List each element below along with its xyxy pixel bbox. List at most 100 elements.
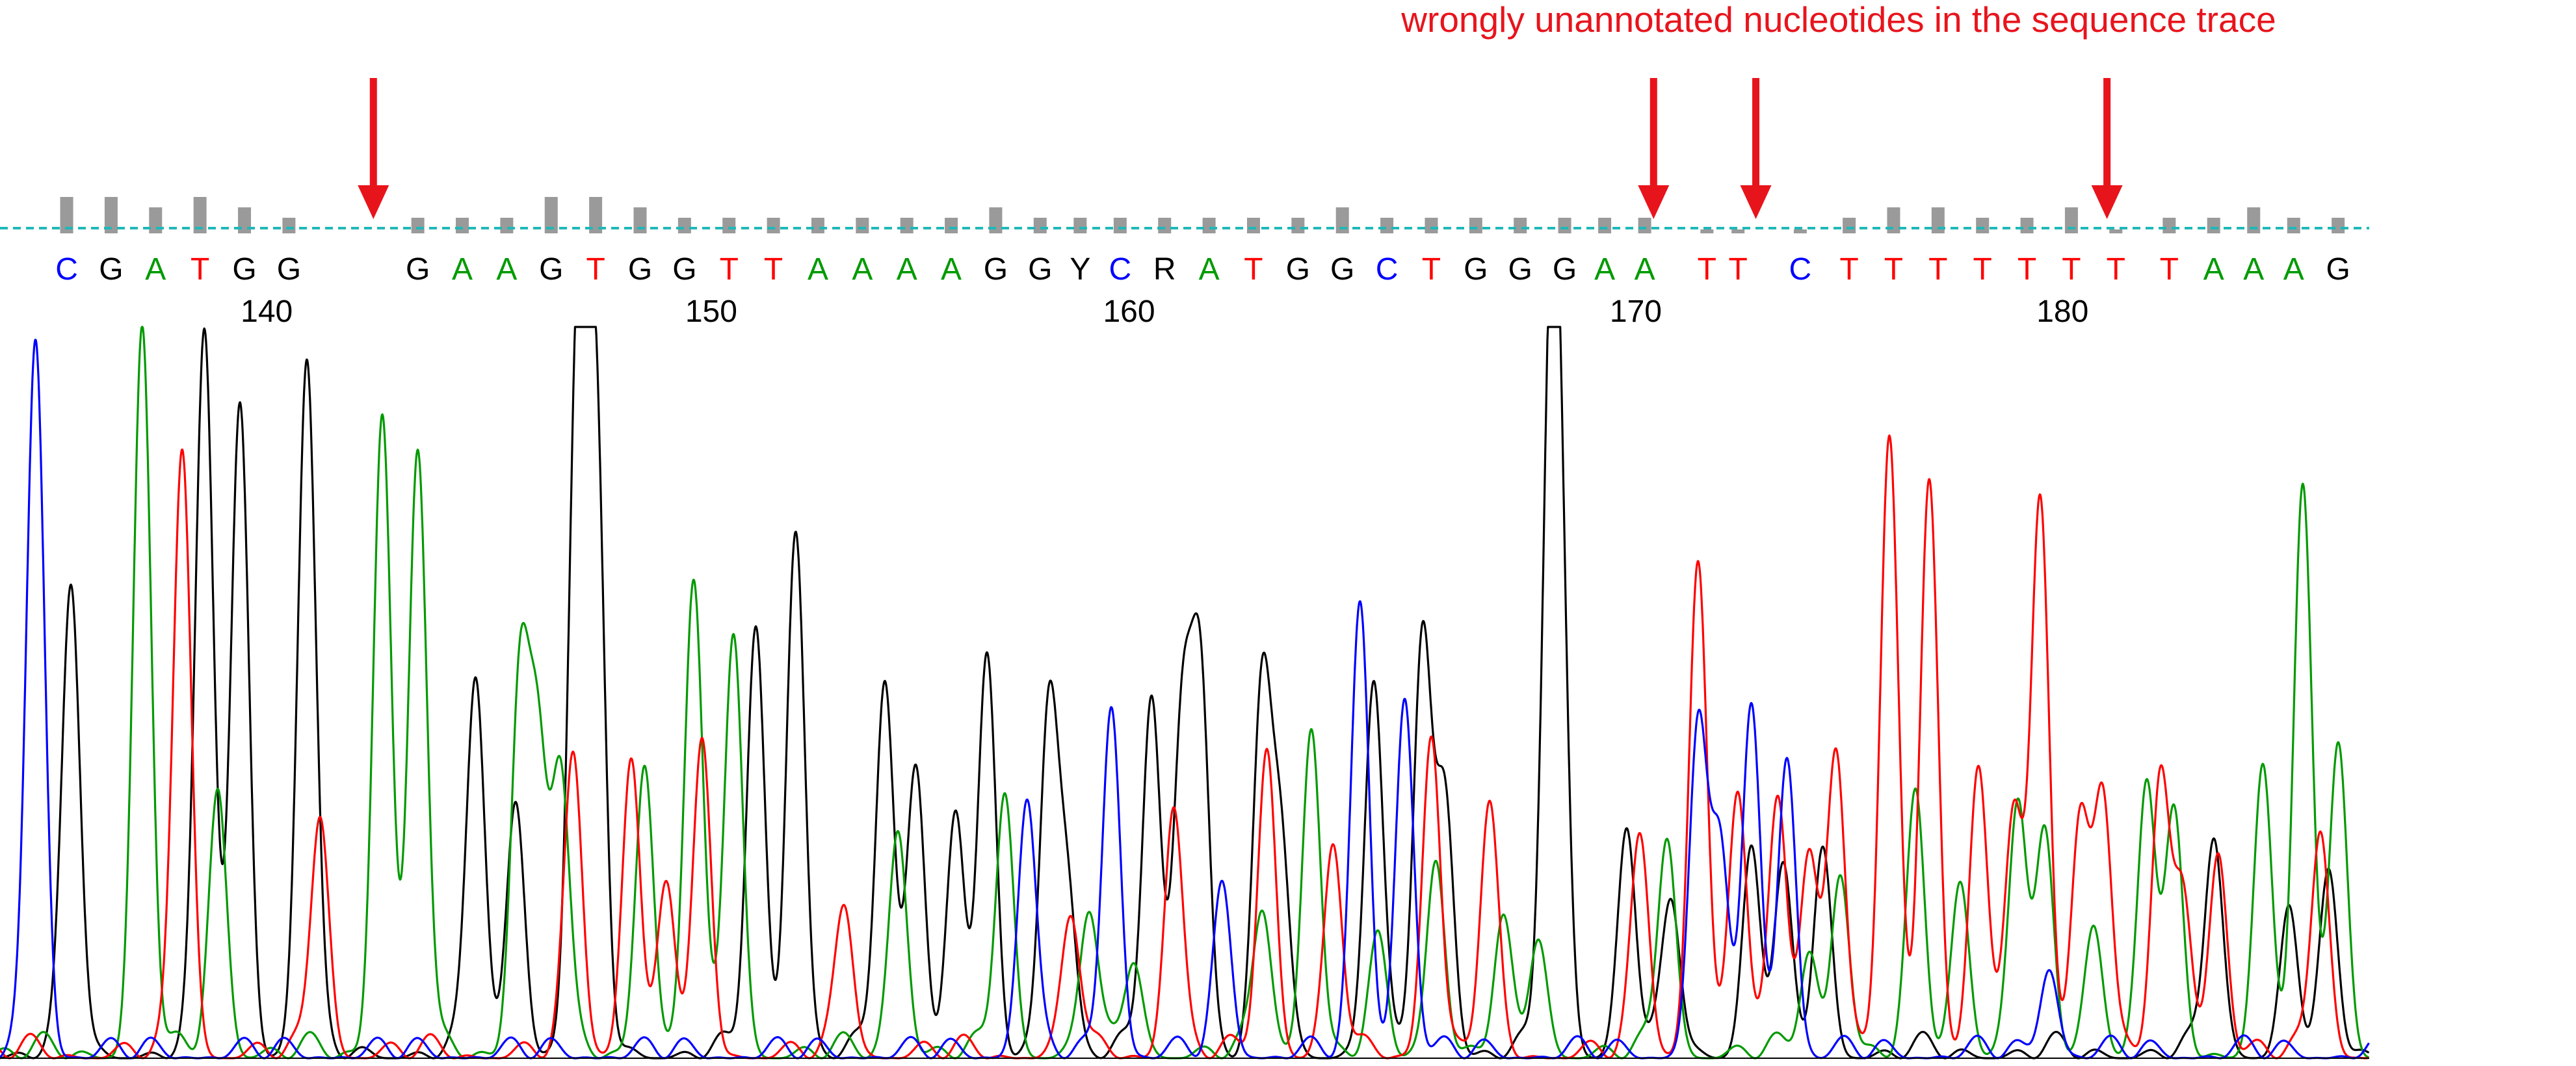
annotation-arrow-head <box>1740 185 1772 219</box>
base-call-letter: C <box>1789 252 1812 287</box>
base-call-letter: G <box>1508 252 1532 287</box>
base-call-letter: G <box>1028 252 1052 287</box>
quality-bar <box>411 218 425 233</box>
base-call-letter: T <box>1973 252 1992 287</box>
electropherogram-traces <box>0 326 2370 1060</box>
annotation-arrow-head <box>358 185 389 219</box>
quality-bar <box>456 218 469 233</box>
annotation-arrows <box>358 78 2123 219</box>
position-label: 140 <box>241 294 293 329</box>
base-call-letter: G <box>672 252 696 287</box>
quality-bar <box>282 218 296 233</box>
quality-bar <box>1113 218 1127 233</box>
base-call-letter: A <box>808 252 828 287</box>
position-label: 160 <box>1103 294 1155 329</box>
base-call-letter: G <box>1330 252 1354 287</box>
base-call-letter: T <box>1422 252 1441 287</box>
quality-bar <box>1202 218 1216 233</box>
base-call-letter: G <box>628 252 652 287</box>
quality-bar <box>900 218 913 233</box>
base-call-letter: A <box>2203 252 2224 287</box>
base-call-letter: G <box>1553 252 1577 287</box>
quality-bar <box>1558 218 1571 233</box>
position-label: 150 <box>685 294 737 329</box>
quality-bar <box>60 197 73 233</box>
base-call-letter: G <box>984 252 1008 287</box>
quality-bar <box>1291 218 1305 233</box>
base-call-letter: A <box>452 252 473 287</box>
quality-bar <box>856 218 869 233</box>
base-call-letter: Y <box>1070 252 1090 287</box>
quality-bar <box>589 197 603 233</box>
quality-bar <box>1731 229 1745 233</box>
quality-bar <box>104 197 118 233</box>
quality-bar <box>1469 218 1482 233</box>
base-call-letter: T <box>720 252 739 287</box>
quality-bar <box>1843 218 1856 233</box>
base-call-letter: T <box>1928 252 1947 287</box>
quality-bar <box>722 218 736 233</box>
quality-bar <box>500 218 514 233</box>
base-call-letter: T <box>764 252 783 287</box>
quality-bar <box>767 218 780 233</box>
base-call-letter: A <box>2243 252 2264 287</box>
base-call-letter: A <box>941 252 962 287</box>
base-call-letter: A <box>1594 252 1615 287</box>
quality-bar <box>1380 218 1394 233</box>
base-call-letter: A <box>897 252 917 287</box>
base-call-letter: T <box>1729 252 1748 287</box>
quality-bar <box>1793 229 1807 233</box>
trace-C <box>0 339 2370 1060</box>
quality-bar <box>945 218 958 233</box>
quality-bar <box>1976 218 1990 233</box>
position-ruler: 140 150 160 170 180 <box>241 294 2088 329</box>
base-call-letter: G <box>277 252 301 287</box>
base-call-letter: T <box>2062 252 2081 287</box>
quality-bar <box>1033 218 1047 233</box>
annotation-arrow-head <box>2091 185 2123 219</box>
trace-A <box>0 326 2370 1060</box>
base-call-letter: A <box>1635 252 1655 287</box>
trace-G <box>0 326 2370 1060</box>
quality-bar <box>1514 218 1527 233</box>
quality-bar <box>1638 218 1651 233</box>
quality-bar <box>193 197 207 233</box>
annotation-title: wrongly unannotated nucleotides in the s… <box>1400 0 2276 40</box>
quality-bar <box>544 197 558 233</box>
annotation-arrow-head <box>1638 185 1670 219</box>
base-call-letter: C <box>1376 252 1399 287</box>
base-call-letter: T <box>191 252 209 287</box>
quality-bar <box>1073 218 1087 233</box>
base-call-letter: T <box>1884 252 1903 287</box>
base-call-letter: G <box>232 252 256 287</box>
base-call-letter: R <box>1153 252 1176 287</box>
base-call-letter: A <box>496 252 517 287</box>
position-label: 170 <box>1610 294 1662 329</box>
quality-bar <box>1246 218 1260 233</box>
quality-bar <box>2287 218 2300 233</box>
base-call-letter: G <box>406 252 430 287</box>
quality-bar <box>2109 229 2123 233</box>
quality-bar <box>2020 218 2034 233</box>
base-call-letter: G <box>99 252 123 287</box>
base-call-letter: A <box>2283 252 2304 287</box>
base-call-letter: T <box>1839 252 1858 287</box>
base-call-letter: G <box>2326 252 2350 287</box>
base-call-letter: G <box>1464 252 1488 287</box>
trace-T <box>0 434 2370 1060</box>
position-label: 180 <box>2036 294 2088 329</box>
base-call-letter: A <box>145 252 166 287</box>
base-call-letter: A <box>852 252 873 287</box>
base-call-letter: G <box>539 252 563 287</box>
quality-bar <box>2162 218 2176 233</box>
base-call-letter: T <box>2107 252 2125 287</box>
base-call-letter: G <box>1286 252 1310 287</box>
base-call-letter: T <box>1244 252 1263 287</box>
base-call-letter: C <box>55 252 78 287</box>
base-call-letter: T <box>1698 252 1716 287</box>
quality-bar <box>677 218 691 233</box>
quality-bar <box>2207 218 2220 233</box>
quality-bar <box>1598 218 1612 233</box>
